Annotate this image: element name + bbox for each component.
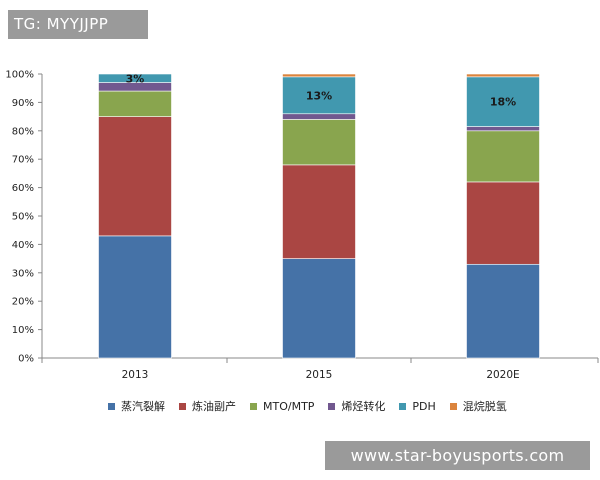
- bar-segment: [98, 116, 172, 237]
- legend-label: 混烷脱氢: [462, 400, 507, 413]
- bar-segment: [282, 258, 356, 359]
- site-url-watermark: www.star-boyusports.com: [325, 441, 590, 470]
- bar-segment: [466, 181, 540, 265]
- y-tick-label: 30%: [12, 268, 34, 279]
- y-tick-label: 100%: [5, 70, 34, 81]
- bar-segment: [282, 119, 356, 166]
- bar-segment: [466, 76, 540, 127]
- legend-label: 烯烃转化: [341, 400, 386, 413]
- legend-swatch: [250, 402, 257, 410]
- legend-item: PDH: [399, 399, 436, 413]
- x-tick-label: 2015: [306, 369, 333, 381]
- y-tick-label: 90%: [12, 98, 34, 109]
- data-label: 13%: [306, 89, 332, 102]
- tg-watermark: TG: MYYJJPP: [8, 10, 148, 39]
- legend-swatch: [108, 402, 115, 410]
- chart-legend: 蒸汽裂解 炼油副产 MTO/MTP 烯烃转化 PDH 混烷脱氢: [108, 397, 521, 415]
- bar-segment: [98, 73, 172, 83]
- labels-layer: 2013 2015 2020E 3% 13% 18%: [122, 72, 520, 381]
- bar-segment: [282, 73, 356, 78]
- legend-label: 炼油副产: [192, 400, 236, 413]
- legend-item: 炼油副产: [179, 398, 236, 414]
- legend-item: 混烷脱氢: [449, 398, 507, 414]
- x-tick-label: 2020E: [486, 369, 519, 381]
- y-tick-label: 20%: [12, 297, 34, 308]
- legend-label: MTO/MTP: [263, 399, 315, 413]
- legend-label: PDH: [412, 399, 436, 413]
- bar-segment: [466, 126, 540, 132]
- bar-segment: [98, 90, 172, 117]
- bar-segment: [98, 235, 172, 359]
- data-label: 3%: [126, 72, 145, 85]
- legend-swatch: [328, 402, 336, 410]
- legend-item: 蒸汽裂解: [108, 398, 165, 414]
- y-tick-label: 0%: [18, 354, 34, 365]
- bar-segment: [466, 130, 540, 183]
- bar-segment: [466, 263, 540, 359]
- legend-label: 蒸汽裂解: [121, 400, 165, 413]
- bar-segment: [466, 73, 540, 78]
- bar-segment: [282, 164, 356, 259]
- bar-segment: [282, 113, 356, 120]
- y-tick-label: 50%: [12, 212, 34, 223]
- bars-layer: [98, 73, 540, 359]
- y-tick-label: 40%: [12, 240, 34, 251]
- legend-swatch: [449, 402, 457, 410]
- y-tick-label: 60%: [12, 183, 34, 194]
- y-tick-label: 70%: [12, 155, 34, 166]
- legend-swatch: [399, 402, 407, 410]
- legend-item: MTO/MTP: [250, 400, 314, 413]
- legend-swatch: [179, 402, 186, 410]
- y-tick-label: 80%: [12, 126, 34, 137]
- y-tick-label: 10%: [12, 325, 34, 336]
- data-label: 18%: [490, 96, 516, 109]
- x-tick-label: 2013: [122, 369, 149, 381]
- legend-item: 烯烃转化: [328, 398, 385, 414]
